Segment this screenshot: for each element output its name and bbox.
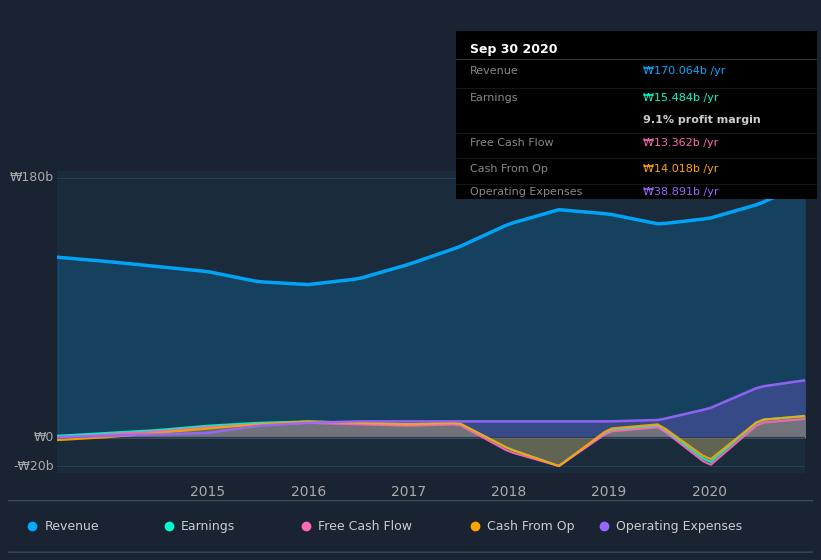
Text: ₩0: ₩0 <box>34 431 53 444</box>
Text: Operating Expenses: Operating Expenses <box>470 187 582 197</box>
Text: Sep 30 2020: Sep 30 2020 <box>470 43 557 55</box>
Text: Earnings: Earnings <box>470 93 519 103</box>
Text: -₩20b: -₩20b <box>13 460 53 473</box>
Text: Operating Expenses: Operating Expenses <box>616 520 742 533</box>
Text: ₩15.484b /yr: ₩15.484b /yr <box>644 93 719 103</box>
Text: Revenue: Revenue <box>44 520 99 533</box>
Text: ₩180b: ₩180b <box>10 171 53 184</box>
Text: ₩14.018b /yr: ₩14.018b /yr <box>644 164 719 174</box>
Text: ₩170.064b /yr: ₩170.064b /yr <box>644 66 726 76</box>
Text: Earnings: Earnings <box>181 520 236 533</box>
Text: Free Cash Flow: Free Cash Flow <box>470 138 553 148</box>
Text: Cash From Op: Cash From Op <box>487 520 575 533</box>
Text: Revenue: Revenue <box>470 66 519 76</box>
Text: Cash From Op: Cash From Op <box>470 164 548 174</box>
Text: Free Cash Flow: Free Cash Flow <box>318 520 412 533</box>
Text: 9.1% profit margin: 9.1% profit margin <box>644 115 761 125</box>
Text: ₩38.891b /yr: ₩38.891b /yr <box>644 187 719 197</box>
Text: ₩13.362b /yr: ₩13.362b /yr <box>644 138 718 148</box>
